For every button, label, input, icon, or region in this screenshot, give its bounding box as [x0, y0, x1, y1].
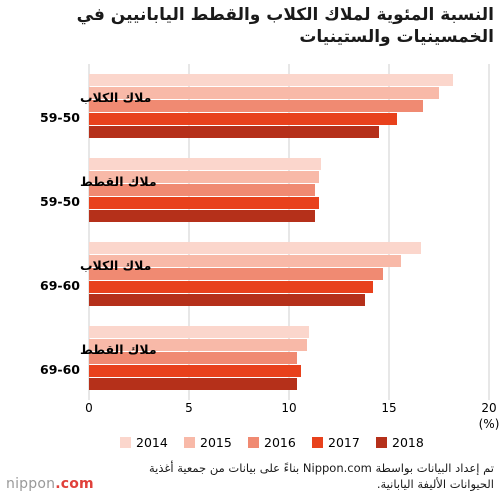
bar [89, 281, 373, 293]
bar [89, 210, 315, 222]
category-range-label: 69-60 [40, 362, 80, 377]
legend-swatch [120, 437, 131, 448]
x-tick-label: 15 [381, 401, 396, 415]
bar [89, 100, 423, 112]
bar [89, 378, 297, 390]
bar [89, 113, 397, 125]
bar [89, 352, 297, 364]
legend-label: 2017 [328, 435, 360, 450]
category-range-label: 59-50 [40, 110, 80, 125]
source-note: تم إعداد البيانات بواسطة Nippon.com بناء… [148, 461, 494, 491]
x-tick-label: 20 [481, 401, 496, 415]
bar [89, 184, 315, 196]
brand-domain: .com [55, 476, 94, 492]
legend-label: 2018 [392, 435, 424, 450]
bar [89, 255, 401, 267]
x-unit-label: (%) [479, 417, 500, 431]
category-label: ملاك القطط [80, 342, 157, 357]
bar [89, 158, 321, 170]
x-tick-label: 5 [185, 401, 193, 415]
nippon-logo: nippon.com [6, 476, 94, 492]
legend-swatch [376, 437, 387, 448]
chart-title: النسبة المئوية لملاك الكلاب والقطط الياب… [76, 5, 494, 47]
brand-name: nippon [6, 476, 56, 492]
bar [89, 197, 319, 209]
legend-swatch [248, 437, 259, 448]
x-tick-label: 10 [281, 401, 296, 415]
x-tick-label: 0 [85, 401, 93, 415]
bar [89, 242, 421, 254]
legend-label: 2015 [200, 435, 232, 450]
category-label: ملاك القطط [80, 174, 157, 189]
bar [89, 339, 307, 351]
bar [89, 74, 453, 86]
category-label: ملاك الكلاب [80, 258, 151, 273]
legend-swatch [184, 437, 195, 448]
bar [89, 326, 309, 338]
category-range-label: 59-50 [40, 194, 80, 209]
legend-label: 2014 [136, 435, 168, 450]
category-label: ملاك الكلاب [80, 90, 151, 105]
bar [89, 171, 319, 183]
legend-swatch [312, 437, 323, 448]
category-range-label: 69-60 [40, 278, 80, 293]
bar [89, 365, 301, 377]
bar [89, 87, 439, 99]
bar [89, 294, 365, 306]
bar [89, 126, 379, 138]
legend-label: 2016 [264, 435, 296, 450]
bar [89, 268, 383, 280]
